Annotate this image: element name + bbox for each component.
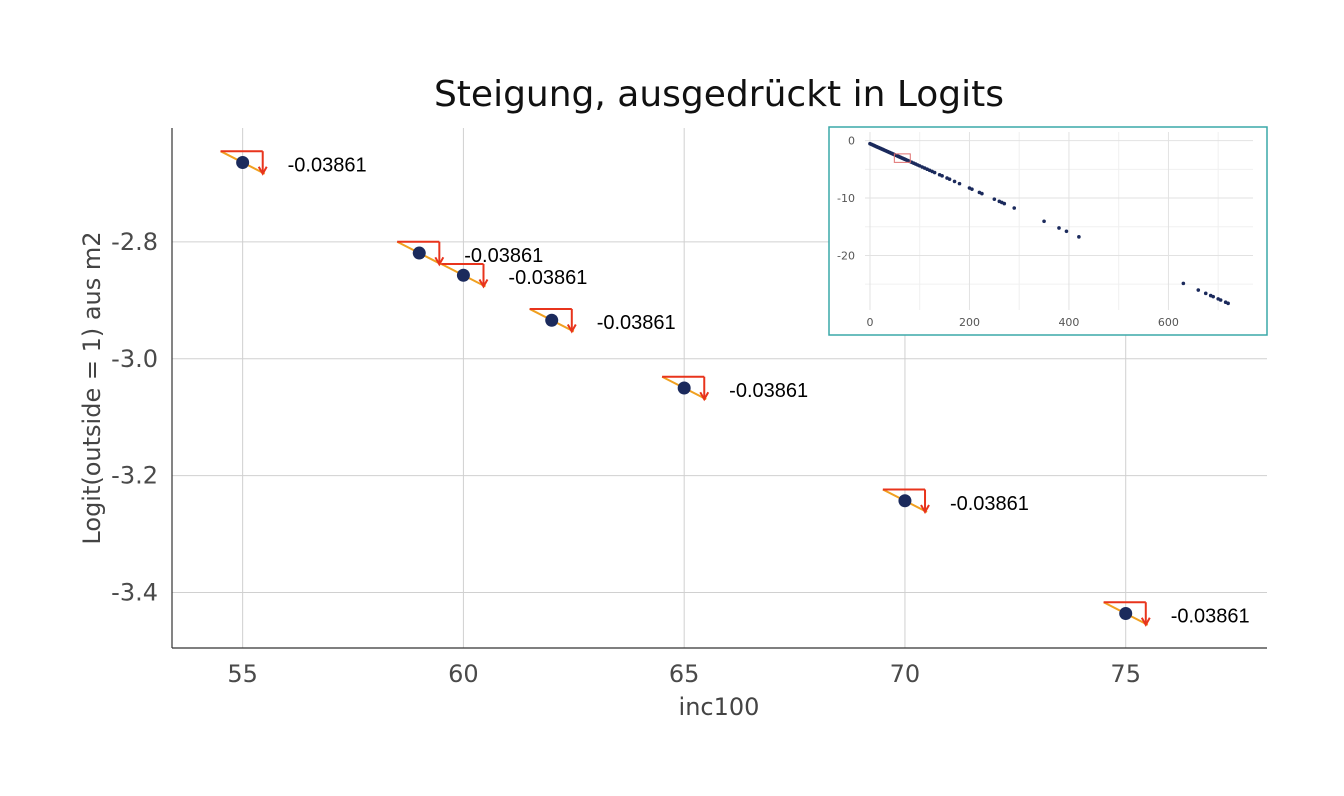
inset-x-tick-label: 400 [1058, 316, 1079, 329]
axes [171, 128, 1267, 649]
inset-point [1002, 201, 1007, 206]
data-point [545, 313, 559, 327]
inset-point [932, 170, 937, 175]
y-tick-label: -2.8 [111, 228, 158, 256]
slope-arrowhead [257, 166, 268, 176]
data-label: -0.03861 [508, 267, 587, 289]
slope-arrowhead [478, 279, 489, 289]
inset-x-tick-label: 200 [959, 316, 980, 329]
inset-y-tick-label: 0 [848, 135, 855, 148]
y-tick-label: -3.2 [111, 462, 158, 490]
data-label: -0.03861 [464, 245, 543, 267]
slope-arrowhead [434, 256, 445, 267]
y-axis-title: Logit(outside = 1) aus m2 [78, 231, 106, 544]
chart-title: Steigung, ausgedrückt in Logits [434, 74, 1004, 115]
data-point [1119, 607, 1133, 621]
x-tick-label: 65 [669, 660, 700, 688]
inset-point [1226, 301, 1230, 306]
inset-point [1181, 281, 1186, 286]
inset-point [980, 191, 984, 196]
inset-point [952, 179, 957, 184]
data-labels: -0.03861-0.03861-0.03861-0.03861-0.03861… [288, 154, 1250, 627]
data-point [236, 155, 250, 169]
x-tick-label: 60 [448, 660, 479, 688]
inset-highlight-box [893, 153, 911, 163]
slope-arrowhead [566, 324, 577, 334]
inset-point [1064, 229, 1069, 234]
inset-frame [828, 126, 1268, 336]
data-points [236, 155, 1133, 621]
data-point [677, 381, 691, 395]
x-axis-title: inc100 [679, 693, 760, 721]
data-point [456, 268, 470, 282]
inset-x-tick-label: 0 [866, 316, 873, 329]
inset-point [1057, 226, 1061, 230]
x-tick-label: 55 [227, 660, 258, 688]
slope-arrowhead [920, 504, 930, 515]
inset-point [1218, 298, 1223, 302]
x-tick-label: 75 [1110, 660, 1141, 688]
data-point [898, 494, 912, 508]
inset-chart: 0 200 400 600 0 -10 -20 [828, 126, 1268, 336]
grid [172, 128, 1267, 648]
data-point [412, 246, 426, 260]
data-label: -0.03861 [597, 312, 676, 334]
data-label: -0.03861 [729, 380, 808, 402]
inset-point [1203, 291, 1208, 296]
inset-point [1077, 235, 1081, 239]
inset-point [940, 174, 944, 178]
inset-point [957, 181, 962, 186]
inset-point [1012, 206, 1017, 210]
data-label: -0.03861 [950, 493, 1029, 515]
x-tick-label: 70 [890, 660, 921, 688]
inset-x-tick-label: 600 [1158, 316, 1179, 329]
ticks: 55 60 65 70 75 -2.8 -3.0 -3.2 -3.4 [111, 228, 1141, 688]
data-label: -0.03861 [288, 154, 367, 176]
inset-point [1196, 288, 1201, 292]
inset-y-tick-label: -20 [837, 249, 855, 262]
inset-point [970, 187, 974, 191]
inset-point [1042, 219, 1046, 224]
y-tick-label: -3.4 [111, 578, 158, 606]
slope-arrowhead [699, 391, 710, 402]
inset-point [1211, 294, 1216, 299]
slope-arrowhead [1140, 617, 1151, 627]
y-tick-label: -3.0 [111, 345, 158, 373]
inset-point [992, 197, 997, 201]
data-label: -0.03861 [1171, 606, 1250, 628]
inset-point [947, 177, 952, 181]
inset-y-tick-label: -10 [837, 192, 855, 205]
